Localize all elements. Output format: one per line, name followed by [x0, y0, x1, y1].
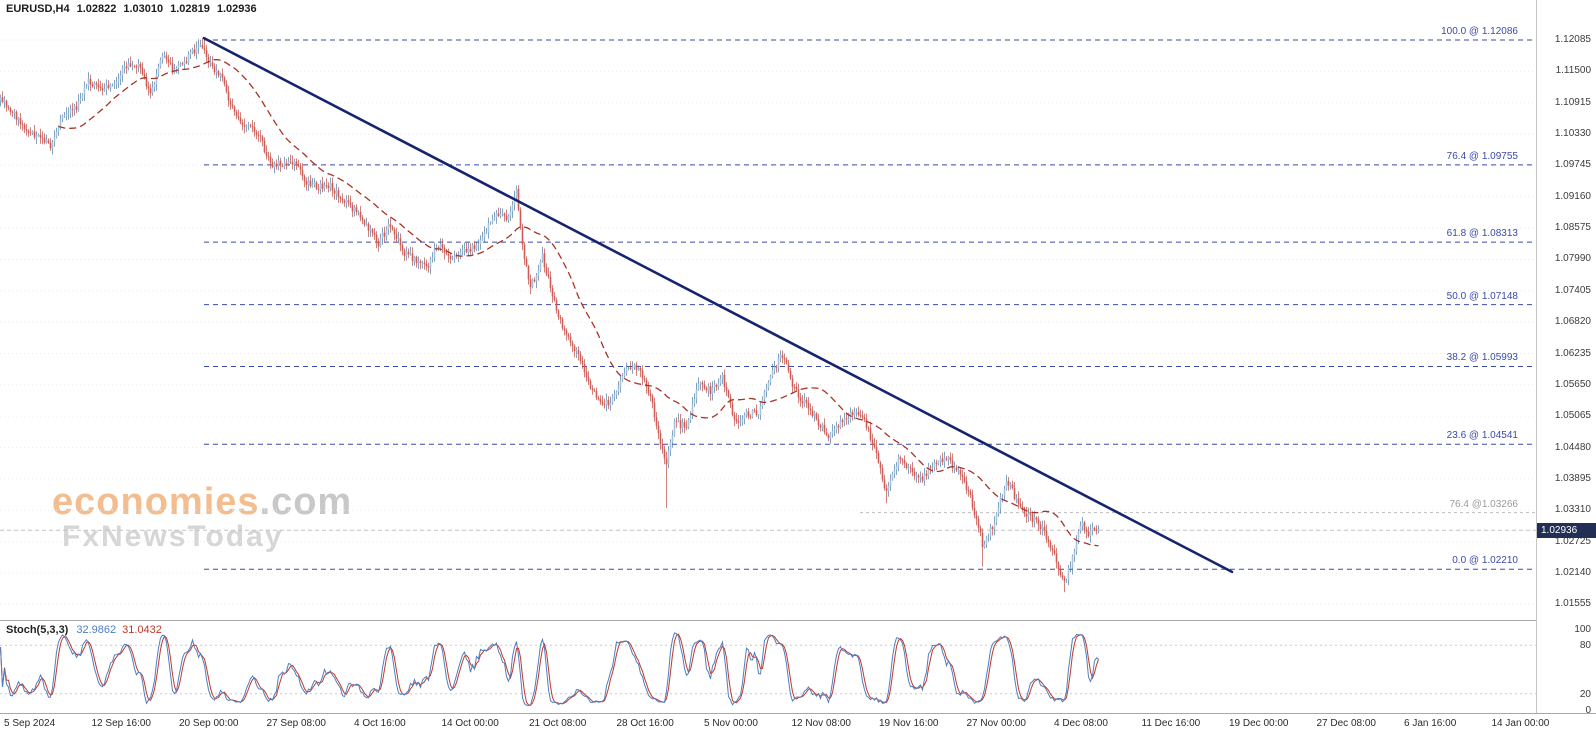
up-candle-wicks — [0, 39, 1099, 586]
low-value: 1.02819 — [170, 3, 210, 15]
close-value: 1.02936 — [216, 3, 257, 15]
time-axis-label: 4 Oct 16:00 — [354, 718, 406, 729]
time-axis-label: 11 Dec 16:00 — [1141, 718, 1201, 729]
stoch-axis-label: 0 — [1585, 705, 1591, 716]
time-axis-label: 4 Dec 08:00 — [1054, 718, 1108, 729]
stochastic-canvas — [0, 632, 1536, 707]
time-axis-label: 19 Dec 00:00 — [1229, 718, 1289, 729]
stochastic-indicator-label: Stoch(5,3,3) 32.9862 31.0432 — [6, 624, 162, 636]
time-axis-label: 27 Nov 00:00 — [966, 718, 1027, 729]
time-axis-label: 14 Jan 00:00 — [1491, 718, 1550, 729]
price-axis-label: 1.02725 — [1554, 535, 1591, 547]
price-axis-label: 1.05065 — [1554, 410, 1591, 422]
time-axis-label: 28 Oct 16:00 — [616, 718, 674, 729]
open-value: 1.02822 — [76, 3, 117, 15]
time-axis-label: 27 Dec 08:00 — [1316, 718, 1377, 729]
time-axis-label: 5 Sep 2024 — [4, 718, 56, 729]
price-axis-label: 1.06235 — [1554, 347, 1591, 359]
down-candle-bodies — [1, 45, 1098, 582]
price-axis-label: 1.05650 — [1554, 378, 1591, 390]
high-value: 1.03010 — [123, 3, 164, 15]
time-axis-label: 19 Nov 16:00 — [879, 718, 939, 729]
stochastic-panel[interactable]: Stoch(5,3,3) 32.9862 31.0432 — [0, 620, 1536, 714]
price-axis-label: 1.06820 — [1554, 316, 1591, 328]
time-axis-label: 5 Nov 00:00 — [704, 718, 758, 729]
current-price-badge: 1.02936 — [1537, 523, 1596, 539]
price-axis-label: 1.07405 — [1554, 284, 1591, 296]
current-price-value: 1.02936 — [1541, 525, 1578, 537]
stochastic-k-value: 32.9862 — [76, 624, 117, 636]
price-axis-label: 1.03310 — [1554, 504, 1591, 516]
descending-trendline — [202, 36, 1234, 574]
price-axis-label: 1.11500 — [1555, 65, 1591, 77]
stoch-signal-line — [0, 633, 1099, 706]
stoch-axis-label: 100 — [1574, 624, 1591, 635]
time-axis-label: 27 Sep 08:00 — [266, 718, 327, 729]
price-axis-label: 1.10330 — [1554, 128, 1591, 140]
down-candle-wicks — [2, 37, 1097, 593]
chart-ohlc-title: EURUSD,H4 1.02822 1.03010 1.02819 1.02936 — [6, 3, 264, 15]
price-axis-label: 1.07990 — [1554, 253, 1591, 265]
stochastic-d-value: 31.0432 — [122, 624, 162, 636]
time-axis[interactable]: 5 Sep 2024 12 Sep 16:00 20 Sep 00:00 27 Sep… — [0, 713, 1596, 743]
price-axis-label: 1.01555 — [1554, 598, 1591, 610]
price-axis-label: 1.03895 — [1554, 472, 1591, 484]
price-axis-label: 1.10915 — [1554, 96, 1591, 108]
stoch-axis-label: 20 — [1579, 688, 1591, 700]
time-axis-label: 6 Jan 16:00 — [1404, 718, 1457, 729]
stoch-axis-label: 80 — [1579, 640, 1591, 652]
stochastic-name: Stoch(5,3,3) — [6, 624, 69, 636]
price-axis-label: 1.02140 — [1554, 566, 1591, 578]
price-axis-label: 1.04480 — [1554, 441, 1591, 453]
price-chart-canvas[interactable] — [0, 0, 1536, 620]
stochastic-axis: 100 80 20 0 — [1537, 621, 1596, 716]
time-axis-label: 14 Oct 00:00 — [441, 718, 499, 729]
price-axis-label: 1.08575 — [1554, 222, 1591, 234]
price-axis-label: 1.12085 — [1554, 34, 1591, 45]
symbol-timeframe-label: EURUSD,H4 — [6, 3, 70, 15]
time-axis-label: 12 Sep 16:00 — [91, 718, 152, 729]
time-axis-label: 12 Nov 08:00 — [791, 718, 852, 729]
stoch-main-line — [0, 632, 1099, 707]
price-axis-label: 1.09160 — [1554, 190, 1591, 202]
time-axis-label: 20 Sep 00:00 — [179, 718, 239, 729]
price-axis[interactable]: 1.12085 1.11500 1.10915 1.10330 1.09745 1.091… — [1536, 0, 1596, 713]
time-axis-label: 21 Oct 08:00 — [529, 718, 587, 729]
moving-average-line — [58, 58, 1099, 547]
price-axis-label: 1.09745 — [1554, 159, 1591, 171]
up-candle-bodies — [0, 45, 1100, 582]
